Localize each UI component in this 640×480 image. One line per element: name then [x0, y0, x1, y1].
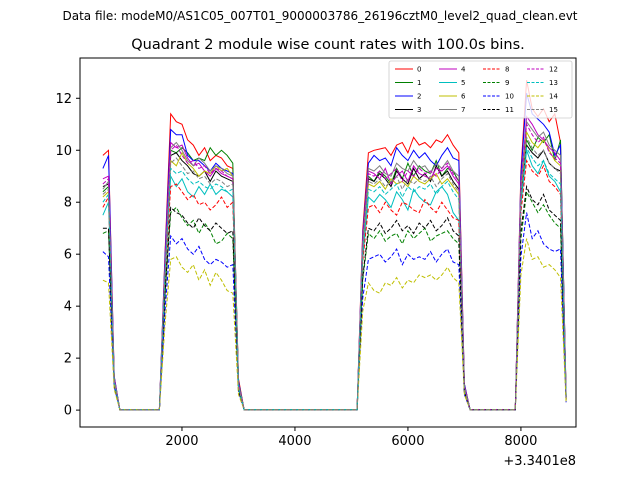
series-line-15 — [102, 135, 567, 411]
legend-label-11: 11 — [505, 106, 514, 114]
series-line-11 — [102, 184, 567, 411]
legend-label-8: 8 — [505, 66, 509, 74]
legend-label-1: 1 — [417, 79, 421, 87]
legend-label-2: 2 — [417, 93, 421, 101]
legend-label-10: 10 — [505, 93, 514, 101]
legend-label-0: 0 — [417, 66, 421, 74]
legend-label-7: 7 — [461, 106, 465, 114]
x-tick-label: 8000 — [504, 434, 537, 449]
y-tick-label: 10 — [55, 144, 72, 159]
legend-label-15: 15 — [549, 106, 558, 114]
legend-label-12: 12 — [549, 66, 558, 74]
x-tick-label: 4000 — [278, 434, 311, 449]
y-tick-label: 8 — [64, 196, 72, 211]
legend-label-13: 13 — [549, 79, 558, 87]
figure-suptitle: Data file: modeM0/AS1C05_007T01_90000037… — [62, 9, 577, 23]
series-layer — [102, 80, 567, 411]
legend-label-9: 9 — [505, 79, 509, 87]
y-tick-label: 2 — [64, 352, 72, 367]
x-offset-label: +3.3401e8 — [503, 454, 576, 469]
x-axis: 2000 4000 6000 8000 — [165, 427, 537, 449]
legend-label-14: 14 — [549, 93, 558, 101]
y-tick-label: 12 — [55, 92, 72, 107]
legend-frame — [388, 60, 573, 119]
legend-label-3: 3 — [417, 106, 421, 114]
x-tick-label: 2000 — [165, 434, 198, 449]
axes-frame — [79, 57, 577, 428]
chart-title: Quadrant 2 module wise count rates with … — [131, 37, 525, 53]
x-tick-label: 6000 — [391, 434, 424, 449]
legend-label-4: 4 — [461, 66, 466, 74]
y-tick-label: 6 — [64, 248, 72, 263]
legend-label-6: 6 — [461, 93, 466, 101]
y-tick-label: 4 — [64, 300, 72, 315]
legend-label-5: 5 — [461, 79, 465, 87]
y-tick-label: 0 — [64, 404, 72, 419]
y-axis: 0 2 4 6 8 10 12 — [55, 92, 80, 419]
